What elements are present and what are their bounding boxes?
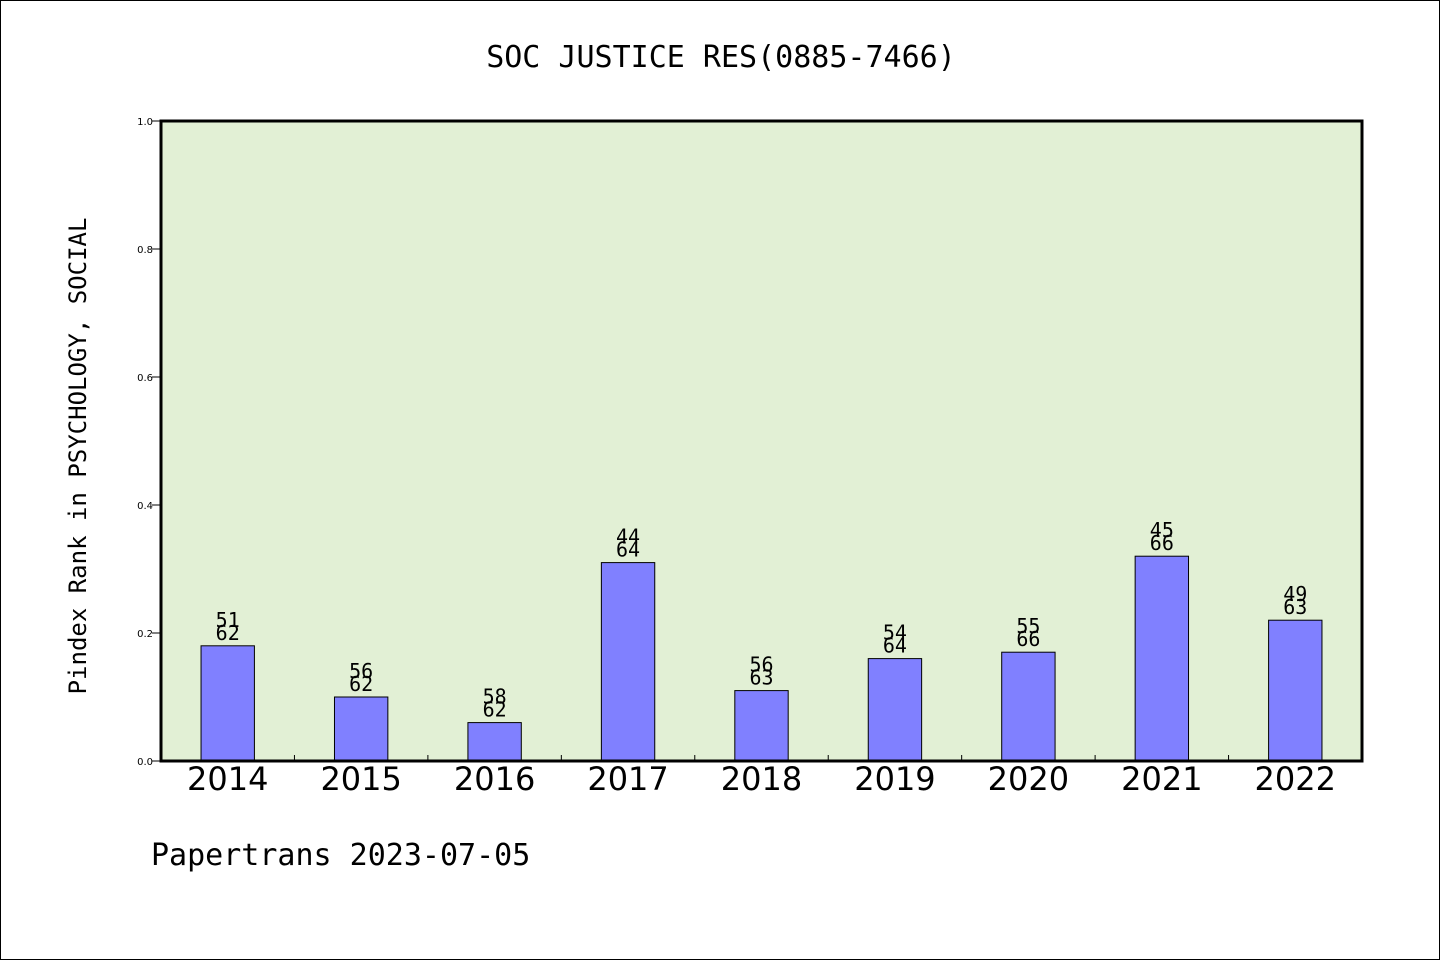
bar-total-label: 62	[483, 698, 507, 722]
chart-title: SOC JUSTICE RES(0885-7466)	[486, 40, 956, 75]
x-tick-label: 2022	[1255, 760, 1336, 798]
bars-layer	[200, 555, 1323, 762]
x-tick-label: 2019	[854, 760, 935, 798]
bar-rank-label: 44	[616, 525, 640, 549]
y-tick-label: 0.0	[137, 757, 153, 768]
y-axis: 0.0 0.2 0.4 0.6 0.8 1.0	[137, 117, 161, 768]
y-tick-label: 0.8	[137, 245, 153, 256]
bar-total-label: 64	[883, 634, 907, 658]
bar-total-label: 63	[749, 666, 773, 690]
bar-2016	[467, 722, 522, 762]
bar-total-label: 66	[1016, 627, 1040, 651]
x-tick-label: 2015	[320, 760, 401, 798]
y-axis-label: Pindex Rank in PSYCHOLOGY, SOCIAL	[64, 218, 92, 695]
x-tick-label: 2018	[721, 760, 802, 798]
bar-2022	[1268, 619, 1323, 762]
x-tick-label: 2017	[587, 760, 668, 798]
bar-2019	[867, 658, 923, 762]
bar-rank-label: 51	[216, 608, 240, 632]
bar-rank-label: 45	[1150, 518, 1174, 542]
bar-rank-label: 56	[349, 659, 373, 683]
x-tick-label: 2014	[187, 760, 268, 798]
bar-2014	[200, 645, 255, 762]
bar-rank-label: 56	[749, 653, 773, 677]
y-tick-label: 0.2	[137, 629, 153, 640]
footer-date-label: Papertrans 2023-07-05	[151, 838, 530, 873]
bar-total-label: 62	[216, 621, 240, 645]
bar-total-label: 63	[1283, 595, 1307, 619]
x-tick-label: 2020	[988, 760, 1069, 798]
bar-2015	[333, 696, 389, 762]
x-tick-label: 2021	[1121, 760, 1202, 798]
y-tick-label: 0.4	[137, 501, 153, 512]
bar-rank-label: 55	[1016, 614, 1040, 638]
bar-2017	[600, 562, 656, 762]
bar-2021	[1134, 555, 1190, 762]
y-tick-label: 1.0	[137, 117, 153, 128]
x-axis: 2014 2015 2016 2017 2018 2019 2020 2021 2022	[187, 755, 1336, 798]
bar-rank-label: 58	[483, 685, 507, 709]
bar-total-label: 66	[1150, 531, 1174, 555]
y-tick-label: 0.6	[137, 373, 153, 384]
bar-2020	[1001, 651, 1056, 762]
plot-border	[159, 119, 1364, 763]
bar-total-label: 62	[349, 672, 373, 696]
bar-rank-label: 54	[883, 621, 907, 645]
bar-rank-label: 49	[1283, 582, 1307, 606]
x-tick-label: 2016	[454, 760, 535, 798]
bar-total-label: 64	[616, 538, 640, 562]
bar-2018	[734, 690, 789, 762]
